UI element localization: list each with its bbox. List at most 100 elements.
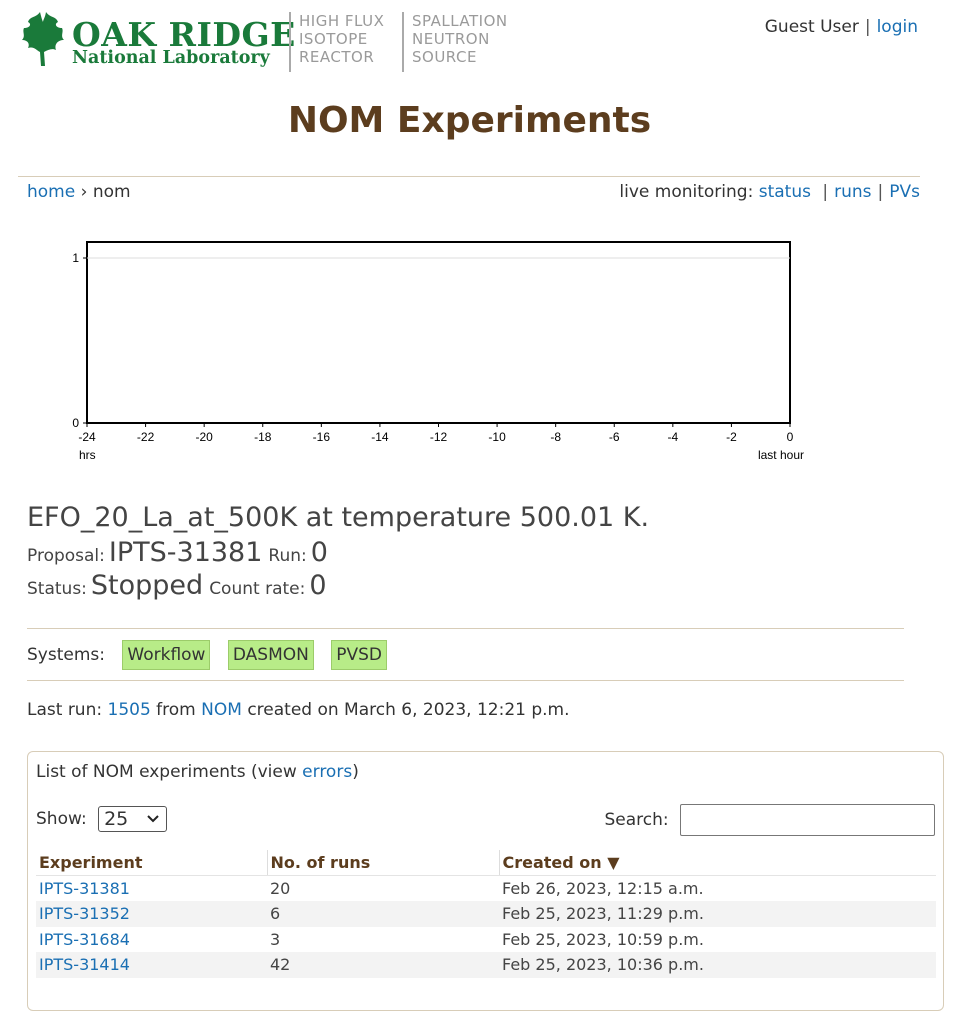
page-size-value: 25 [104, 808, 129, 830]
experiment-title: EFO_20_La_at_500K at temperature 500.01 … [27, 502, 650, 533]
ornl-logo[interactable]: OAK RIDGE National Laboratory [18, 10, 295, 74]
search-label: Search: [604, 810, 669, 830]
count-rate-value: 0 [309, 570, 327, 601]
x-tick-label: -22 [137, 430, 155, 444]
count-rate-label: Count rate: [209, 579, 306, 599]
table-row: IPTS-31414 42 Feb 25, 2023, 10:36 p.m. [36, 952, 936, 978]
search-input[interactable] [680, 804, 935, 836]
divider [27, 628, 904, 629]
user-separator: | [864, 17, 871, 37]
proposal-row: Proposal: IPTS-31381 Run: 0 [27, 537, 334, 568]
hfir-line-3: REACTOR [299, 48, 375, 66]
run-value: 0 [310, 537, 328, 568]
created-cell: Feb 25, 2023, 10:36 p.m. [499, 952, 936, 978]
status-link[interactable]: status [758, 182, 811, 202]
errors-link[interactable]: errors [302, 762, 353, 782]
user-area: Guest User | login [765, 17, 918, 37]
experiment-link[interactable]: IPTS-31684 [39, 929, 130, 949]
table-header-row: Experiment No. of runs Created on ▼ [36, 850, 936, 876]
column-header-experiment[interactable]: Experiment [36, 850, 267, 876]
last-run-from: from [156, 700, 196, 720]
systems-row: Systems: Workflow DASMON PVSD [27, 640, 399, 672]
sns-logo[interactable]: SPALLATION NEUTRON SOURCE [402, 12, 508, 72]
table-row: IPTS-31381 20 Feb 26, 2023, 12:15 a.m. [36, 876, 936, 902]
x-tick-label: -24 [78, 430, 96, 444]
y-tick-label: 0 [72, 416, 79, 430]
status-label: Status: [27, 579, 87, 599]
runs-cell: 42 [267, 952, 499, 978]
runs-cell: 20 [270, 879, 291, 898]
panel-title-text: List of NOM experiments (view [36, 762, 297, 782]
experiment-link[interactable]: IPTS-31352 [39, 904, 130, 924]
system-badge-workflow[interactable]: Workflow [122, 640, 211, 670]
live-monitoring-label: live monitoring: [619, 182, 754, 202]
oak-leaf-icon [22, 12, 64, 66]
breadcrumb-current: nom [92, 182, 131, 202]
table-row: IPTS-31352 6 Feb 25, 2023, 11:29 p.m. [36, 901, 936, 927]
breadcrumb-home-link[interactable]: home [27, 182, 76, 202]
hfir-logo[interactable]: HIGH FLUX ISOTOPE REACTOR [289, 12, 384, 72]
logo-text-national-laboratory: National Laboratory [72, 48, 270, 68]
run-label: Run: [268, 546, 307, 566]
systems-label: Systems: [27, 645, 105, 665]
column-header-runs[interactable]: No. of runs [266, 850, 499, 876]
divider [27, 680, 904, 681]
x-tick-label: -6 [609, 430, 620, 444]
last-run-created: created on March 6, 2023, 12:21 p.m. [247, 700, 570, 720]
x-axis-label-right: last hour [758, 448, 804, 462]
proposal-label: Proposal: [27, 546, 105, 566]
x-tick-label: -18 [254, 430, 272, 444]
runs-link[interactable]: runs [834, 182, 872, 202]
x-tick-label: -10 [488, 430, 506, 444]
logo-text-oak-ridge: OAK RIDGE [72, 15, 296, 54]
x-tick-label: -2 [726, 430, 737, 444]
x-tick-label: 0 [787, 430, 794, 444]
hfir-line-2: ISOTOPE [299, 30, 368, 48]
x-tick-label: -8 [550, 430, 561, 444]
runs-cell: 3 [270, 929, 281, 949]
chevron-down-icon [146, 807, 160, 840]
panel-title-close: ) [352, 762, 359, 782]
last-run: Last run: 1505 from NOM created on March… [27, 700, 570, 720]
live-separator-2: | [877, 182, 884, 202]
plot-frame [86, 241, 791, 424]
sns-line-3: SOURCE [412, 48, 477, 66]
column-header-created[interactable]: Created on ▼ [498, 850, 936, 876]
pvs-link[interactable]: PVs [889, 182, 920, 202]
experiments-panel: List of NOM experiments (view errors) Sh… [27, 751, 944, 1011]
created-cell: Feb 25, 2023, 11:29 p.m. [499, 901, 936, 927]
status-value: Stopped [90, 570, 204, 601]
experiment-link[interactable]: IPTS-31381 [39, 879, 130, 898]
experiment-link[interactable]: IPTS-31414 [39, 955, 130, 975]
x-tick-label: -4 [667, 430, 678, 444]
created-cell: Feb 25, 2023, 10:59 p.m. [502, 929, 704, 949]
experiment-cell: IPTS-31352 [36, 901, 267, 927]
show-label: Show: [36, 809, 87, 829]
live-monitoring: live monitoring: status | runs | PVs [619, 182, 920, 202]
hfir-line-1: HIGH FLUX [299, 12, 385, 30]
page-size-select[interactable]: 25 [98, 806, 168, 832]
x-tick-label: -12 [430, 430, 448, 444]
page-title: NOM Experiments [287, 100, 652, 141]
experiment-cell: IPTS-31381 [36, 876, 267, 902]
x-tick-label: -20 [195, 430, 213, 444]
instrument-link[interactable]: NOM [201, 700, 242, 720]
created-cell: Feb 26, 2023, 12:15 a.m. [502, 879, 704, 898]
run-rate-plot: 0 1 -24 -22 -20 -18 -16 -14 -12 -10 -8 -6 -4 -2 0 hrs la… [60, 235, 820, 470]
runs-cell: 6 [267, 901, 499, 927]
show-entries: Show: 25 [36, 806, 168, 832]
experiments-panel-title: List of NOM experiments (view errors) [36, 762, 359, 782]
last-run-link[interactable]: 1505 [107, 700, 151, 720]
status-row: Status: Stopped Count rate: 0 [27, 570, 333, 601]
x-tick-label: -14 [371, 430, 389, 444]
system-badge-pvsd[interactable]: PVSD [331, 640, 388, 670]
breadcrumb: home › nom [27, 182, 131, 202]
system-badge-dasmon[interactable]: DASMON [227, 640, 314, 670]
last-run-label: Last run: [27, 700, 103, 720]
x-tick-label: -16 [313, 430, 331, 444]
login-link[interactable]: login [876, 17, 918, 37]
header: OAK RIDGE National Laboratory HIGH FLUX … [0, 0, 969, 80]
sns-line-2: NEUTRON [412, 30, 490, 48]
navbar: home › nom live monitoring: status | runs… [18, 176, 920, 208]
